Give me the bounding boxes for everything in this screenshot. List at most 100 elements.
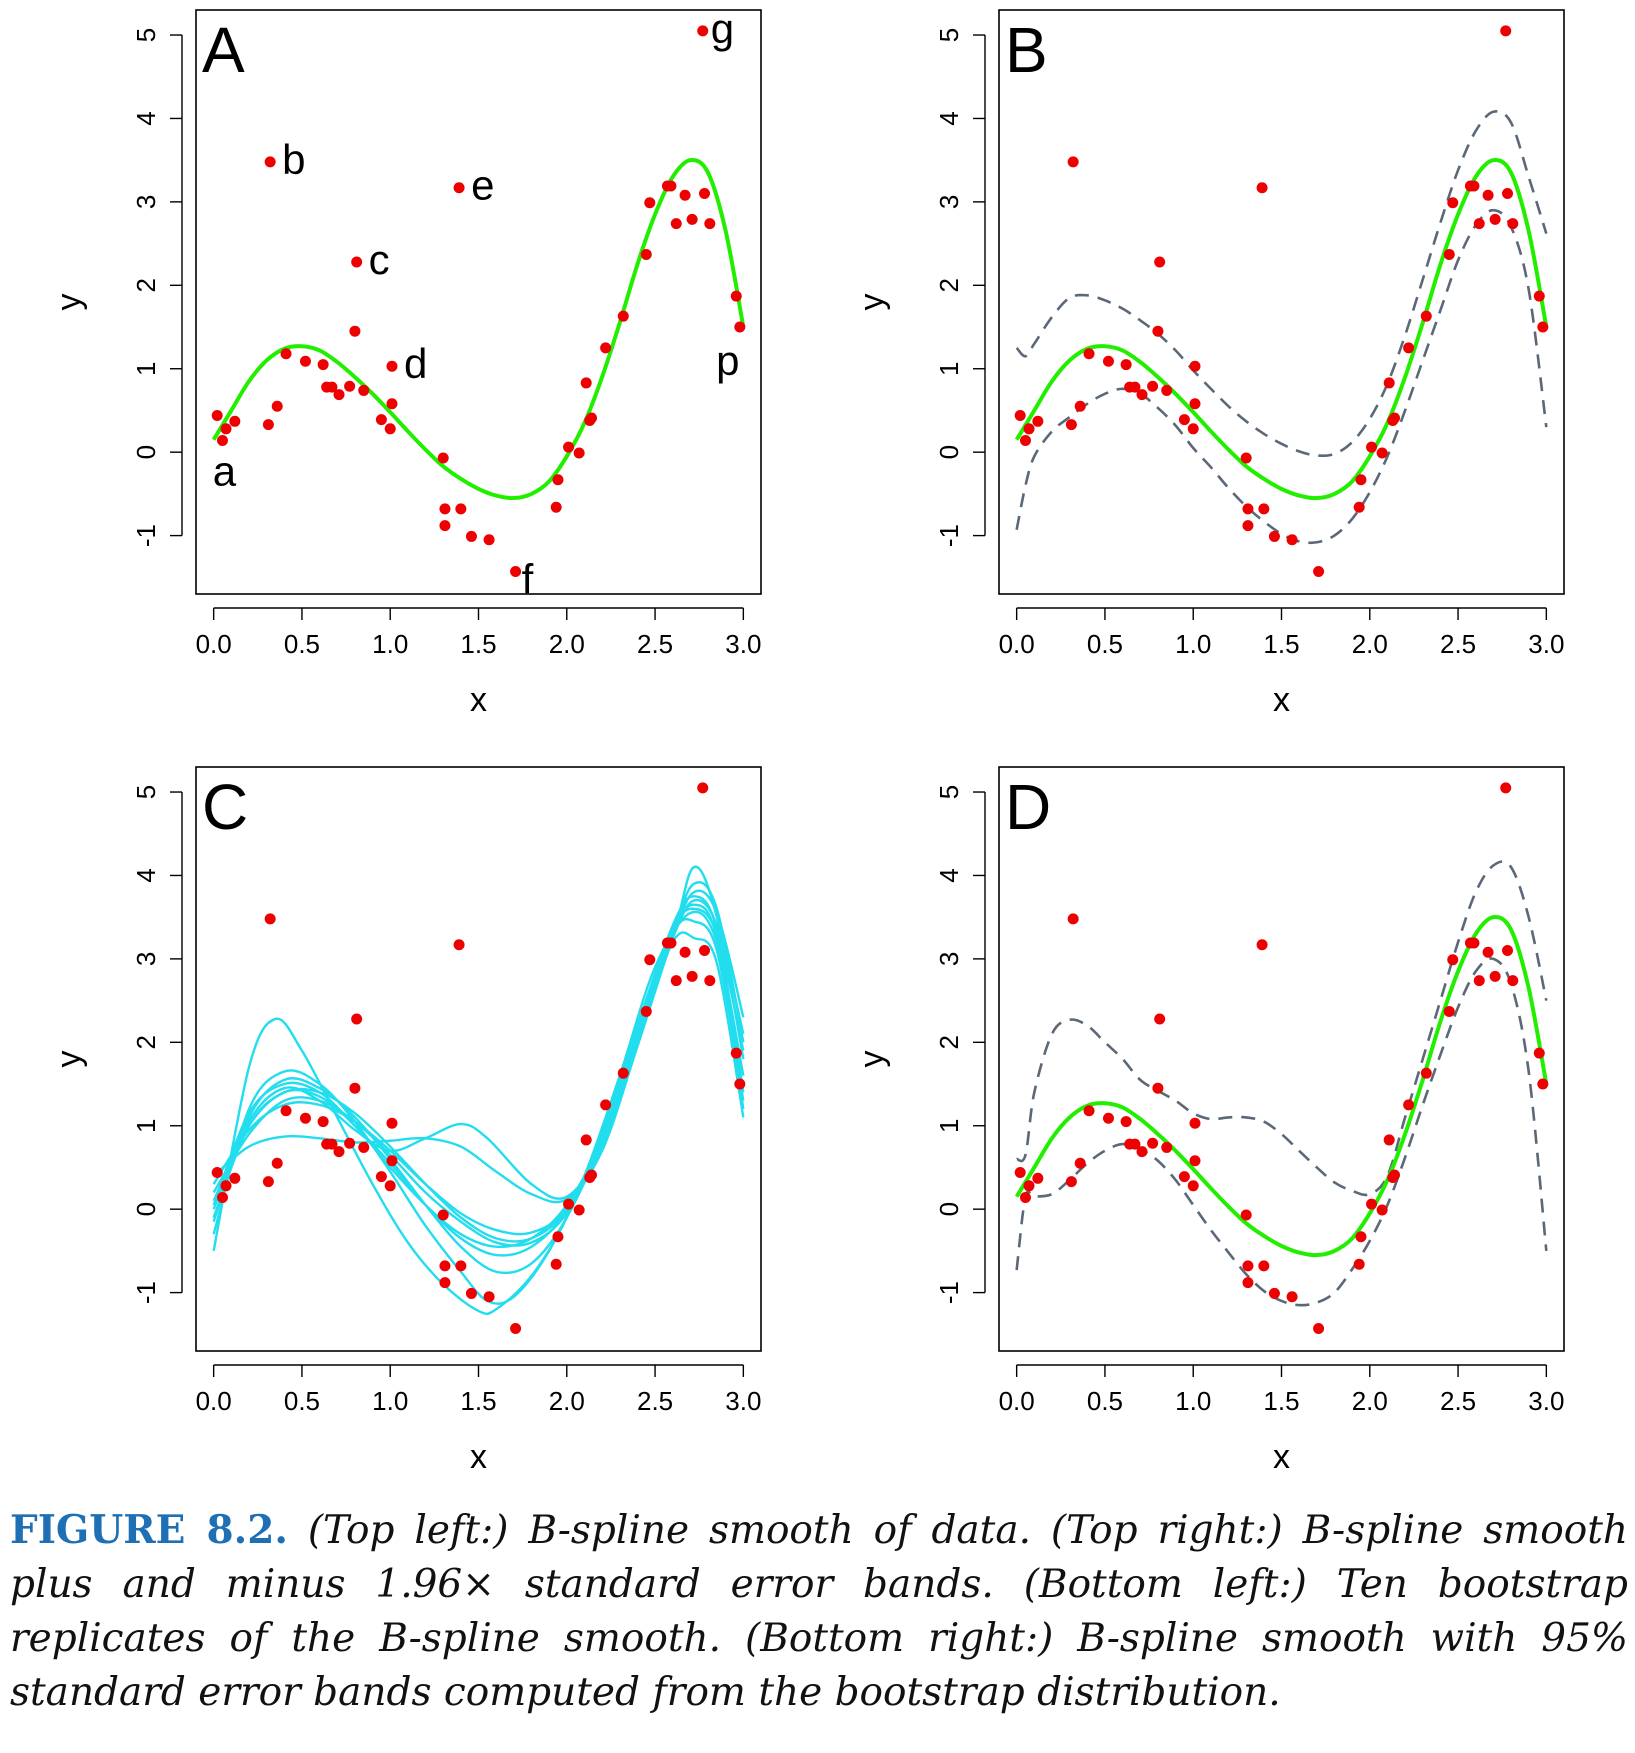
data-point bbox=[1014, 409, 1026, 421]
bootstrap-curve bbox=[212, 865, 745, 1236]
data-point bbox=[1500, 782, 1512, 794]
y-tick-label: -1 bbox=[934, 1281, 964, 1304]
data-point bbox=[644, 954, 656, 966]
data-point bbox=[1443, 248, 1455, 260]
data-point bbox=[351, 1013, 363, 1025]
lower-bootstrap-band bbox=[1015, 957, 1548, 1307]
data-point bbox=[1240, 452, 1252, 464]
data-point bbox=[1482, 189, 1494, 201]
data-point bbox=[1083, 1105, 1095, 1117]
data-point bbox=[1240, 1209, 1252, 1221]
data-point bbox=[1065, 419, 1077, 431]
data-point bbox=[1242, 520, 1254, 532]
x-tick-label: 3.0 bbox=[1528, 1386, 1564, 1416]
data-point bbox=[483, 1291, 495, 1303]
data-point bbox=[1154, 1013, 1166, 1025]
caption-body: (Top left:) B-spline smooth of data. (To… bbox=[10, 1508, 1628, 1715]
data-point bbox=[349, 1082, 361, 1094]
y-axis-label: y bbox=[50, 294, 88, 311]
y-tick-label: 4 bbox=[934, 868, 964, 882]
data-point bbox=[1389, 1169, 1400, 1181]
x-tick-label: 1.5 bbox=[1263, 629, 1299, 659]
data-point bbox=[437, 452, 449, 464]
bspline-smooth-curve bbox=[1014, 158, 1549, 501]
x-tick-label: 2.0 bbox=[549, 629, 585, 659]
data-point bbox=[600, 1099, 612, 1111]
x-tick-label: 1.5 bbox=[460, 1386, 496, 1416]
y-tick-label: 1 bbox=[934, 1119, 964, 1133]
y-tick-label: 2 bbox=[131, 1035, 161, 1049]
y-axis-label: y bbox=[853, 1051, 891, 1068]
data-point bbox=[1129, 381, 1141, 393]
data-point bbox=[216, 1191, 228, 1203]
data-point bbox=[271, 1157, 283, 1169]
data-point bbox=[1129, 1138, 1141, 1150]
y-tick-label: 0 bbox=[934, 445, 964, 459]
y-tick-label: 5 bbox=[131, 785, 161, 799]
data-point bbox=[679, 946, 691, 958]
data-point bbox=[1067, 156, 1079, 168]
data-point bbox=[617, 1067, 629, 1079]
data-point bbox=[1242, 1260, 1254, 1272]
data-point bbox=[1420, 1067, 1432, 1079]
x-tick-label: 2.5 bbox=[1440, 1386, 1476, 1416]
data-point bbox=[351, 256, 363, 268]
bootstrap-curve bbox=[212, 907, 745, 1243]
x-tick-label: 0.5 bbox=[284, 629, 320, 659]
bootstrap-curve bbox=[212, 889, 745, 1204]
point-label-c: c bbox=[369, 236, 390, 283]
y-tick-label: 1 bbox=[131, 1119, 161, 1133]
y-tick-label: 3 bbox=[131, 195, 161, 209]
y-axis-label: y bbox=[853, 294, 891, 311]
data-point bbox=[730, 1047, 742, 1059]
point-label-b: b bbox=[282, 136, 305, 183]
data-point bbox=[455, 503, 467, 515]
data-point bbox=[1447, 197, 1459, 209]
data-point bbox=[1502, 945, 1513, 957]
data-point bbox=[1489, 213, 1501, 225]
data-point bbox=[1473, 975, 1485, 987]
y-tick-label: 0 bbox=[131, 445, 161, 459]
data-point bbox=[670, 975, 682, 987]
data-point bbox=[644, 197, 656, 209]
data-point bbox=[1189, 1155, 1201, 1167]
x-tick-label: 2.0 bbox=[549, 1386, 585, 1416]
x-tick-label: 1.0 bbox=[372, 1386, 408, 1416]
x-tick-label: 0.0 bbox=[196, 1386, 232, 1416]
data-point bbox=[563, 1198, 575, 1210]
x-tick-label: 3.0 bbox=[1528, 629, 1564, 659]
lower-se-band bbox=[1015, 208, 1548, 545]
data-point bbox=[586, 1169, 597, 1181]
x-tick-label: 3.0 bbox=[725, 1386, 761, 1416]
data-point bbox=[1403, 1099, 1415, 1111]
data-point bbox=[1355, 1231, 1367, 1243]
data-point bbox=[665, 937, 677, 949]
data-point bbox=[640, 1005, 652, 1017]
data-point bbox=[552, 1231, 564, 1243]
x-tick-label: 2.5 bbox=[1440, 629, 1476, 659]
data-point bbox=[299, 355, 311, 367]
y-axis-label: y bbox=[50, 1051, 88, 1068]
data-point bbox=[280, 348, 292, 360]
data-point bbox=[1500, 25, 1512, 37]
data-point bbox=[1286, 534, 1298, 546]
x-axis-label: x bbox=[470, 681, 487, 719]
x-tick-label: 1.0 bbox=[372, 629, 408, 659]
bootstrap-curve bbox=[212, 931, 745, 1247]
plot-frame bbox=[998, 9, 1565, 595]
data-point bbox=[1443, 1005, 1455, 1017]
point-label-e: e bbox=[471, 162, 494, 209]
data-point bbox=[550, 501, 562, 513]
data-point bbox=[453, 182, 465, 194]
point-label-f: f bbox=[522, 555, 534, 602]
data-point bbox=[375, 414, 387, 426]
data-point bbox=[453, 939, 465, 951]
x-tick-label: 1.0 bbox=[1175, 629, 1211, 659]
point-label-d: d bbox=[404, 340, 427, 387]
data-point bbox=[386, 1117, 398, 1129]
data-point bbox=[573, 1204, 585, 1216]
data-point bbox=[1152, 1082, 1164, 1094]
data-point bbox=[552, 474, 564, 486]
y-tick-label: 1 bbox=[934, 362, 964, 376]
y-tick-label: -1 bbox=[131, 524, 161, 547]
